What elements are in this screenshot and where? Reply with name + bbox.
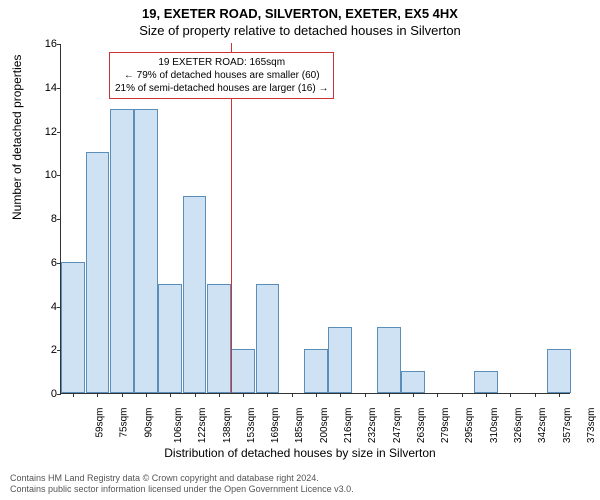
histogram-bar: [61, 262, 85, 393]
y-tick-mark: [57, 88, 61, 89]
footer-attribution: Contains HM Land Registry data © Crown c…: [10, 473, 590, 496]
x-tick-mark: [486, 393, 487, 397]
x-tick-label: 200sqm: [319, 408, 330, 444]
y-tick-label: 14: [33, 82, 57, 94]
annotation-line-1: 19 EXETER ROAD: 165sqm: [115, 56, 328, 69]
x-tick-label: 326sqm: [513, 408, 524, 444]
x-tick-label: 59sqm: [95, 408, 106, 438]
x-tick-label: 342sqm: [537, 408, 548, 444]
y-tick-mark: [57, 132, 61, 133]
x-tick-label: 90sqm: [143, 408, 154, 438]
y-tick-label: 4: [33, 301, 57, 313]
histogram-bar: [256, 284, 280, 393]
x-tick-label: 279sqm: [440, 408, 451, 444]
x-tick-label: 185sqm: [295, 408, 306, 444]
annotation-line-2: ← 79% of detached houses are smaller (60…: [115, 69, 328, 82]
annotation-line-3: 21% of semi-detached houses are larger (…: [115, 82, 328, 95]
histogram-bar: [231, 349, 255, 393]
x-tick-mark: [510, 393, 511, 397]
x-tick-mark: [292, 393, 293, 397]
x-tick-label: 216sqm: [343, 408, 354, 444]
x-tick-mark: [462, 393, 463, 397]
x-tick-mark: [267, 393, 268, 397]
x-tick-label: 75sqm: [119, 408, 130, 438]
y-tick-mark: [57, 175, 61, 176]
x-tick-label: 373sqm: [586, 408, 597, 444]
x-tick-mark: [195, 393, 196, 397]
histogram-bar: [328, 327, 352, 393]
x-tick-mark: [437, 393, 438, 397]
x-tick-label: 138sqm: [222, 408, 233, 444]
x-axis-label: Distribution of detached houses by size …: [0, 446, 600, 460]
y-tick-mark: [57, 394, 61, 395]
y-axis-label: Number of detached properties: [10, 55, 24, 220]
x-tick-mark: [316, 393, 317, 397]
x-tick-label: 263sqm: [416, 408, 427, 444]
x-tick-mark: [389, 393, 390, 397]
footer-line-2: Contains public sector information licen…: [10, 484, 590, 496]
x-tick-mark: [243, 393, 244, 397]
x-tick-mark: [97, 393, 98, 397]
chart-area: 024681012141659sqm75sqm90sqm106sqm122sqm…: [60, 44, 570, 394]
x-tick-label: 247sqm: [392, 408, 403, 444]
histogram-bar: [134, 109, 158, 393]
x-tick-mark: [170, 393, 171, 397]
histogram-bar: [377, 327, 401, 393]
x-tick-label: 122sqm: [197, 408, 208, 444]
histogram-bar: [207, 284, 231, 393]
y-tick-label: 2: [33, 344, 57, 356]
histogram-bar: [86, 152, 110, 393]
histogram-bar: [547, 349, 571, 393]
y-tick-label: 16: [33, 38, 57, 50]
annotation-box: 19 EXETER ROAD: 165sqm← 79% of detached …: [109, 52, 334, 99]
x-tick-mark: [340, 393, 341, 397]
x-tick-label: 357sqm: [562, 408, 573, 444]
histogram-bar: [183, 196, 207, 393]
x-tick-mark: [219, 393, 220, 397]
x-tick-mark: [73, 393, 74, 397]
x-tick-label: 169sqm: [270, 408, 281, 444]
footer-line-1: Contains HM Land Registry data © Crown c…: [10, 473, 590, 485]
histogram-bar: [401, 371, 425, 393]
plot-area: 024681012141659sqm75sqm90sqm106sqm122sqm…: [60, 44, 570, 394]
y-tick-label: 0: [33, 388, 57, 400]
y-tick-label: 8: [33, 213, 57, 225]
histogram-bar: [304, 349, 328, 393]
histogram-bar: [110, 109, 134, 393]
x-tick-label: 232sqm: [367, 408, 378, 444]
y-tick-label: 12: [33, 126, 57, 138]
y-tick-mark: [57, 219, 61, 220]
chart-title-sub: Size of property relative to detached ho…: [0, 21, 600, 38]
x-tick-mark: [122, 393, 123, 397]
histogram-bar: [158, 284, 182, 393]
x-tick-mark: [559, 393, 560, 397]
chart-title-main: 19, EXETER ROAD, SILVERTON, EXETER, EX5 …: [0, 0, 600, 21]
x-tick-label: 310sqm: [489, 408, 500, 444]
y-tick-label: 10: [33, 169, 57, 181]
x-tick-mark: [413, 393, 414, 397]
x-tick-label: 153sqm: [246, 408, 257, 444]
chart-container: 19, EXETER ROAD, SILVERTON, EXETER, EX5 …: [0, 0, 600, 500]
y-tick-mark: [57, 44, 61, 45]
x-tick-mark: [365, 393, 366, 397]
y-tick-label: 6: [33, 257, 57, 269]
x-tick-mark: [535, 393, 536, 397]
x-tick-mark: [146, 393, 147, 397]
histogram-bar: [474, 371, 498, 393]
x-tick-label: 295sqm: [465, 408, 476, 444]
x-tick-label: 106sqm: [173, 408, 184, 444]
